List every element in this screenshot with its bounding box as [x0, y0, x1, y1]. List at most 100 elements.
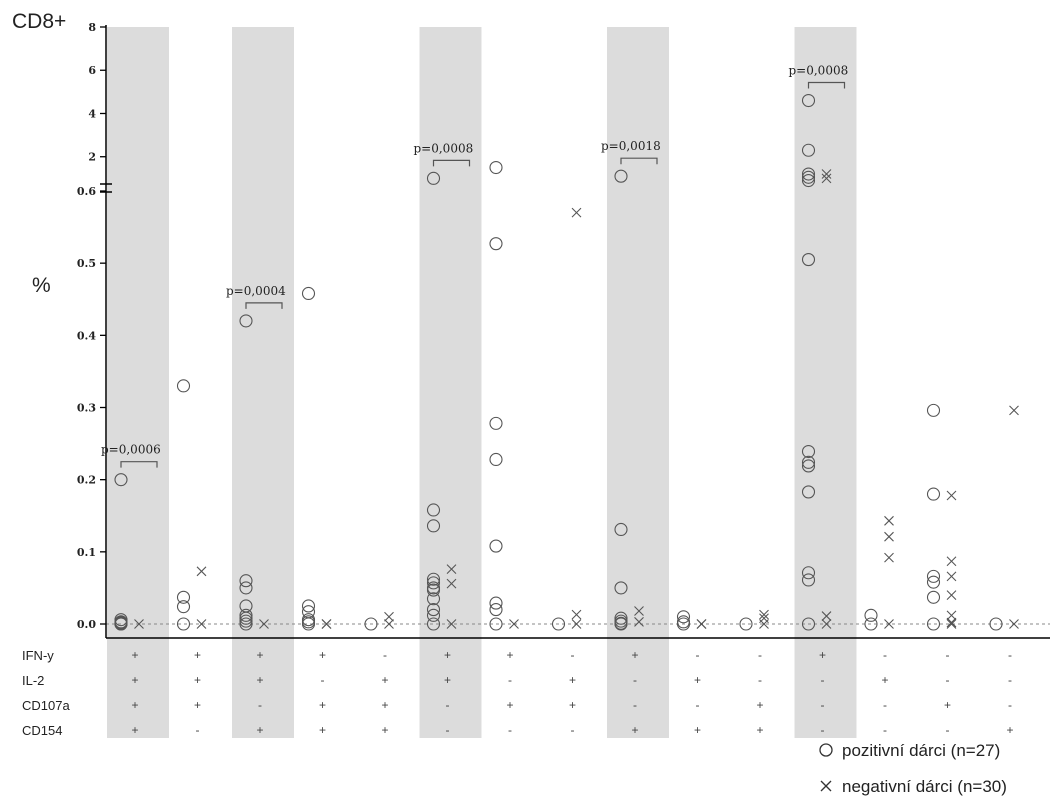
shaded-band-6: [419, 27, 482, 738]
positive-donor-point: [801, 459, 816, 473]
positive-donor-point: [739, 617, 753, 631]
positive-donor-point: [926, 487, 941, 501]
positive-donor-point: [614, 581, 628, 595]
p-value-label: p=0,0008: [414, 141, 474, 155]
marker-sign: +: [131, 698, 138, 712]
negative-point-stroke: [571, 609, 582, 620]
row-label: IL-2: [22, 673, 44, 688]
negative-point-stroke: [946, 556, 957, 567]
negative-point-stroke: [509, 619, 519, 629]
shaded-band-1: [107, 27, 169, 738]
negative-donor-point: [384, 619, 394, 629]
negative-point-stroke: [946, 590, 957, 601]
positive-donor-point: [926, 575, 941, 589]
negative-point-stroke: [946, 617, 957, 628]
negative-donor-point: [634, 616, 644, 627]
positive-donor-point: [239, 611, 253, 625]
negative-point-stroke: [821, 619, 832, 629]
p-value-bracket: p=0,0008: [789, 64, 848, 89]
bracket-line: [432, 159, 471, 167]
positive-donor-point: [801, 170, 816, 184]
negative-donor-point: [259, 619, 269, 629]
negative-point-stroke: [946, 610, 957, 621]
marker-sign: +: [131, 648, 138, 662]
negative-donor-point: [821, 173, 832, 184]
marker-sign: +: [256, 648, 263, 662]
marker-sign: -: [1008, 648, 1012, 662]
y-tick-label: 0.5: [77, 257, 96, 270]
positive-donor-point: [489, 160, 503, 175]
negative-point-stroke: [884, 619, 894, 629]
p-value-label: p=0,0004: [226, 284, 286, 298]
positive-donor-point: [426, 519, 441, 533]
marker-sign: +: [194, 698, 201, 712]
positive-donor-point: [426, 608, 441, 622]
y-tick-label: 0.4: [77, 329, 96, 342]
positive-donor-point: [614, 522, 628, 537]
positive-donor-point: [489, 416, 503, 430]
marker-sign: -: [1008, 698, 1012, 712]
negative-donor-point: [196, 566, 207, 577]
p-value-bracket: p=0,0018: [601, 139, 661, 165]
marker-sign: +: [444, 673, 451, 687]
negative-donor-point: [446, 619, 457, 629]
negative-point-stroke: [196, 566, 207, 577]
marker-sign: +: [756, 723, 763, 737]
negative-point-stroke: [884, 531, 894, 542]
y-axis-label: %: [32, 274, 51, 297]
y-tick-label: 2: [88, 151, 96, 164]
marker-sign: -: [946, 723, 950, 737]
marker-sign: -: [821, 673, 825, 687]
positive-donor-point: [489, 617, 503, 631]
positive-donor-point: [614, 617, 628, 631]
positive-donor-point: [801, 573, 816, 587]
positive-donor-point: [614, 169, 628, 183]
marker-sign: -: [1008, 673, 1012, 687]
marker-sign: +: [569, 673, 576, 687]
negative-donor-point: [946, 619, 957, 629]
marker-sign: +: [569, 698, 576, 712]
positive-donor-point: [489, 237, 503, 251]
negative-donor-point: [884, 619, 894, 629]
marker-sign: +: [944, 698, 951, 712]
marker-sign: +: [694, 673, 701, 687]
marker-sign: -: [821, 723, 825, 737]
marker-sign: +: [131, 723, 138, 737]
bracket-line: [620, 157, 658, 165]
negative-donor-point: [946, 556, 957, 567]
marker-sign: -: [571, 648, 575, 662]
legend-positive-label: pozitivní dárci (n=27): [842, 741, 1000, 760]
positive-donor-point: [864, 617, 878, 631]
negative-donor-point: [884, 515, 894, 526]
negative-donor-point: [696, 619, 707, 629]
marker-sign: +: [444, 648, 451, 662]
marker-sign: -: [696, 698, 700, 712]
marker-sign: -: [446, 698, 450, 712]
negative-donor-point: [946, 617, 957, 628]
marker-sign: +: [256, 673, 263, 687]
negative-point-stroke: [321, 619, 332, 629]
negative-donor-point: [196, 619, 207, 629]
negative-point-stroke: [446, 578, 457, 589]
positive-donor-point: [176, 590, 191, 604]
positive-donor-point: [926, 590, 941, 604]
positive-donor-point: [426, 603, 441, 617]
negative-point-stroke: [571, 619, 582, 629]
negative-point-stroke: [1009, 405, 1019, 416]
marker-sign: -: [383, 648, 387, 662]
y-tick-label: 0.2: [77, 474, 96, 487]
positive-donor-point: [426, 503, 441, 517]
positive-donor-point: [301, 599, 316, 613]
positive-donor-point: [426, 583, 441, 597]
positive-donor-point: [426, 572, 441, 586]
positive-donor-point: [676, 610, 691, 624]
negative-donor-point: [321, 619, 332, 629]
y-axis: 0.0 0.1 0.2 0.3 0.4 0.5 0.6 2 4 6 8: [77, 21, 112, 638]
negative-point-stroke: [384, 611, 394, 622]
marker-sign: +: [756, 698, 763, 712]
marker-sign: +: [319, 648, 326, 662]
p-value-annotations: p=0,0006 p=0,0004 p=0,0008 p=0,0018 p=0,0008: [101, 64, 848, 468]
y-tick-label: 0.0: [77, 618, 96, 631]
marker-sign: -: [758, 673, 762, 687]
marker-sign: +: [1006, 723, 1013, 737]
